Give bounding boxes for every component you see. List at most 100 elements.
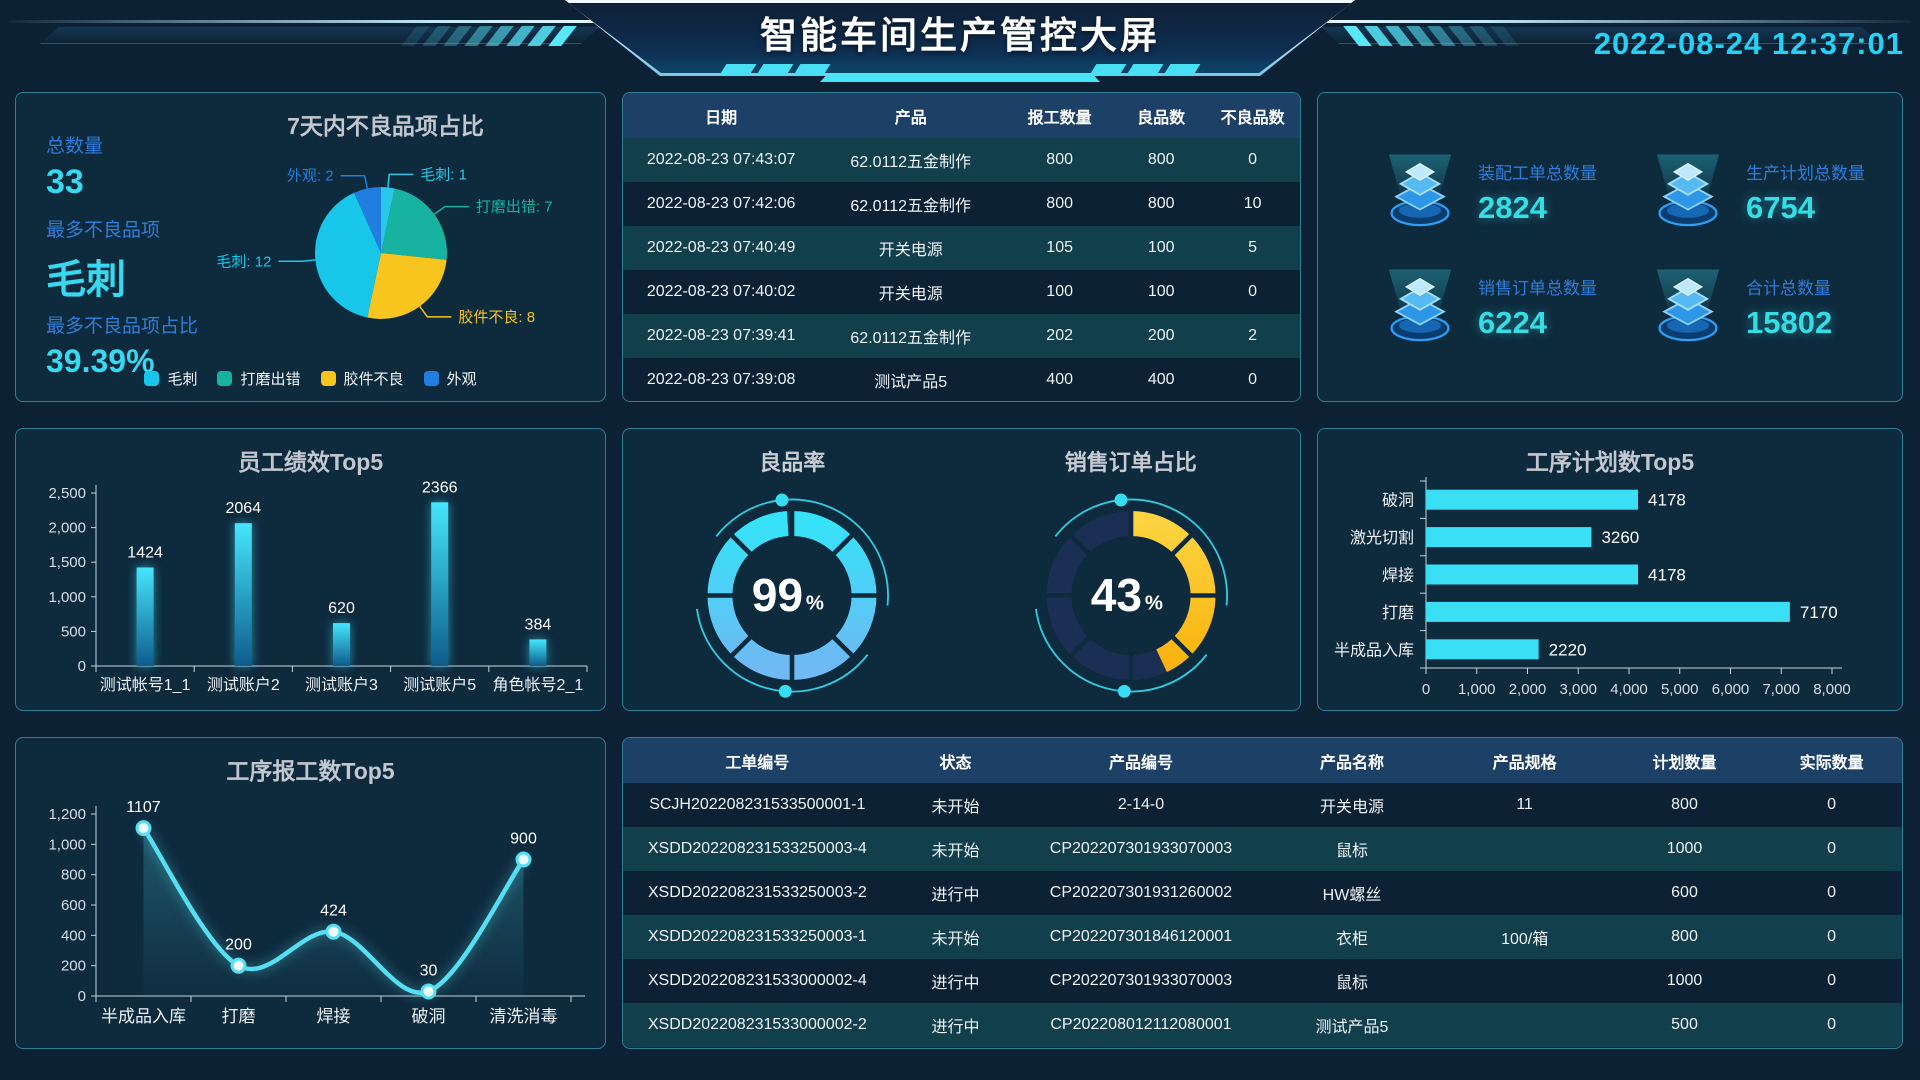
svg-text:400: 400 xyxy=(61,927,86,944)
stat-card-label: 销售订单总数量 xyxy=(1478,279,1597,298)
svg-text:胶件不良: 8: 胶件不良: 8 xyxy=(458,309,535,326)
table-header-row: 工单编号 状态 产品编号 产品名称 产品规格 计划数量 实际数量 xyxy=(623,738,1902,783)
svg-text:测试账户2: 测试账户2 xyxy=(207,676,280,694)
stat-card-label: 生产计划总数量 xyxy=(1746,164,1865,183)
svg-text:%: % xyxy=(806,592,824,614)
table-cell: 2022-08-23 07:42:06 xyxy=(623,182,820,226)
table-cell: 400 xyxy=(1117,358,1206,401)
svg-text:1,000: 1,000 xyxy=(48,836,86,853)
svg-text:2,000: 2,000 xyxy=(1509,681,1547,698)
column-header: 计划数量 xyxy=(1607,738,1762,783)
panel-process-plan: 工序计划数Top5 0 1,000 2,000 3,000 4,000 5,000 6,00… xyxy=(1317,428,1903,711)
table-cell: HW螺丝 xyxy=(1262,871,1442,915)
gauge-sales-order: 销售订单占比 43% xyxy=(962,429,1301,710)
table-cell: 0 xyxy=(1761,783,1902,827)
table-cell: 0 xyxy=(1761,827,1902,871)
svg-text:清洗消毒: 清洗消毒 xyxy=(490,1007,558,1026)
svg-text:384: 384 xyxy=(525,616,552,633)
legend-item[interactable]: 毛刺 xyxy=(144,368,197,389)
svg-text:测试账户3: 测试账户3 xyxy=(305,676,378,694)
table-cell: 100 xyxy=(1117,226,1206,270)
table-cell: 0 xyxy=(1761,871,1902,915)
svg-text:2366: 2366 xyxy=(422,479,458,496)
svg-text:6,000: 6,000 xyxy=(1712,681,1750,698)
column-header: 良品数 xyxy=(1117,93,1206,138)
svg-text:1107: 1107 xyxy=(126,799,161,816)
table-cell xyxy=(1441,959,1608,1003)
stat-label: 最多不良品项占比 xyxy=(46,316,199,337)
table-cell: CP202208012112080001 xyxy=(1019,1003,1263,1047)
process-report-line-chart: 0 200 400 600 800 1,000 1,200 1107 半成品入库 200 打磨 424… xyxy=(48,799,585,1026)
svg-text:1,500: 1,500 xyxy=(48,554,86,571)
table-cell xyxy=(1441,1003,1608,1047)
table-cell: CP202207301933070003 xyxy=(1019,827,1263,871)
svg-text:7170: 7170 xyxy=(1800,603,1838,622)
svg-text:2220: 2220 xyxy=(1549,640,1587,659)
svg-text:2,000: 2,000 xyxy=(48,520,86,537)
svg-text:4,000: 4,000 xyxy=(1610,681,1648,698)
stat-card-label: 装配工单总数量 xyxy=(1478,164,1597,183)
legend-item[interactable]: 外观 xyxy=(423,368,477,389)
svg-text:900: 900 xyxy=(510,831,537,848)
column-header: 工单编号 xyxy=(623,738,892,783)
legend-label: 毛刺 xyxy=(167,371,198,388)
order-row: XSDD202208231533000002-2 进行中 CP20220801211… xyxy=(623,1003,1902,1047)
panel-process-report: 工序报工数Top5 0 200 400 600 800 1,000 1,200 1107 半成品… xyxy=(15,737,606,1049)
table-cell: CP202207301846120001 xyxy=(1019,915,1263,959)
column-header: 不良品数 xyxy=(1205,93,1300,138)
legend-swatch-icon xyxy=(144,371,160,386)
stat-card-value: 6754 xyxy=(1746,190,1815,225)
panel-gauges: 良品率 99% 销售订单占比 43% xyxy=(622,428,1301,711)
table-cell: 未开始 xyxy=(891,915,1020,959)
svg-text:620: 620 xyxy=(328,600,355,617)
employee-performance-bar-chart: 0 500 1,000 1,500 2,000 2,500 1424 测试帐号1_1 2064 测… xyxy=(48,479,588,694)
defect-top-item-stat: 最多不良品项 毛刺 xyxy=(46,215,160,305)
table-cell: 600 xyxy=(1607,871,1762,915)
report-row: 2022-08-23 07:42:06 62.0112五金制作 800 800 10 xyxy=(623,182,1300,226)
report-table: 日期 产品 报工数量 良品数 不良品数 2022-08-23 07:43:07 62.011… xyxy=(623,93,1300,401)
table-cell: 11 xyxy=(1441,783,1608,827)
banner-shape xyxy=(565,0,1355,76)
legend-item[interactable]: 胶件不良 xyxy=(320,368,404,389)
table-cell: CP202207301931260002 xyxy=(1019,871,1263,915)
table-cell xyxy=(1441,827,1608,871)
panel-defect-ratio: 7天内不良品项占比 总数量 33 最多不良品项 毛刺 最多不良品项占比 39.3… xyxy=(15,92,606,402)
svg-text:半成品入库: 半成品入库 xyxy=(101,1007,186,1026)
stat-card: 销售订单总数量 6224 xyxy=(1348,250,1616,365)
table-cell: 10 xyxy=(1205,182,1300,226)
legend-item[interactable]: 打磨出错 xyxy=(217,368,301,389)
stat-card: 生产计划总数量 6754 xyxy=(1616,135,1884,250)
defect-panel-title: 7天内不良品项占比 xyxy=(287,113,484,139)
svg-text:测试帐号1_1: 测试帐号1_1 xyxy=(100,676,191,694)
table-cell: XSDD202208231533250003-1 xyxy=(623,915,892,959)
svg-text:5,000: 5,000 xyxy=(1661,681,1699,698)
banner-dashes-right-icon xyxy=(1089,64,1201,75)
table-cell: 0 xyxy=(1761,959,1902,1003)
order-row: XSDD202208231533250003-1 未开始 CP20220730184… xyxy=(623,915,1902,959)
table-cell: 进行中 xyxy=(891,871,1020,915)
table-cell: 800 xyxy=(1607,915,1762,959)
stat-card-label: 合计总数量 xyxy=(1746,279,1831,298)
order-table: 工单编号 状态 产品编号 产品名称 产品规格 计划数量 实际数量 SCJH2022082315… xyxy=(623,738,1902,1047)
svg-text:500: 500 xyxy=(61,623,86,640)
table-cell: 测试产品5 xyxy=(1262,1003,1442,1047)
table-cell: 200 xyxy=(1117,314,1206,358)
legend-swatch-icon xyxy=(217,371,233,386)
table-cell: SCJH202208231533500001-1 xyxy=(623,783,892,827)
table-cell: 5 xyxy=(1205,226,1300,270)
table-cell: 进行中 xyxy=(891,959,1020,1003)
dashboard-grid: 7天内不良品项占比 总数量 33 最多不良品项 毛刺 最多不良品项占比 39.3… xyxy=(15,92,1903,1049)
header-decoration-left-icon xyxy=(10,14,595,58)
defect-pie-chart: 毛刺: 1 打磨出错: 7 胶件不良: 8 毛刺: 12 外观: 2 xyxy=(216,166,552,326)
column-header: 产品名称 xyxy=(1262,738,1442,783)
table-cell: 未开始 xyxy=(891,827,1020,871)
gauge-title: 销售订单占比 xyxy=(1064,450,1197,475)
stat-card: 装配工单总数量 2824 xyxy=(1348,135,1616,250)
report-row: 2022-08-23 07:39:41 62.0112五金制作 202 200 2 xyxy=(623,314,1300,358)
column-header: 实际数量 xyxy=(1761,738,1902,783)
table-cell: 测试产品5 xyxy=(819,358,1003,401)
table-cell: 1000 xyxy=(1607,827,1762,871)
process-plan-bar-chart: 0 1,000 2,000 3,000 4,000 5,000 6,000 7,000 8,00… xyxy=(1334,477,1851,698)
svg-text:打磨: 打磨 xyxy=(1382,604,1414,622)
svg-text:破洞: 破洞 xyxy=(412,1007,446,1026)
